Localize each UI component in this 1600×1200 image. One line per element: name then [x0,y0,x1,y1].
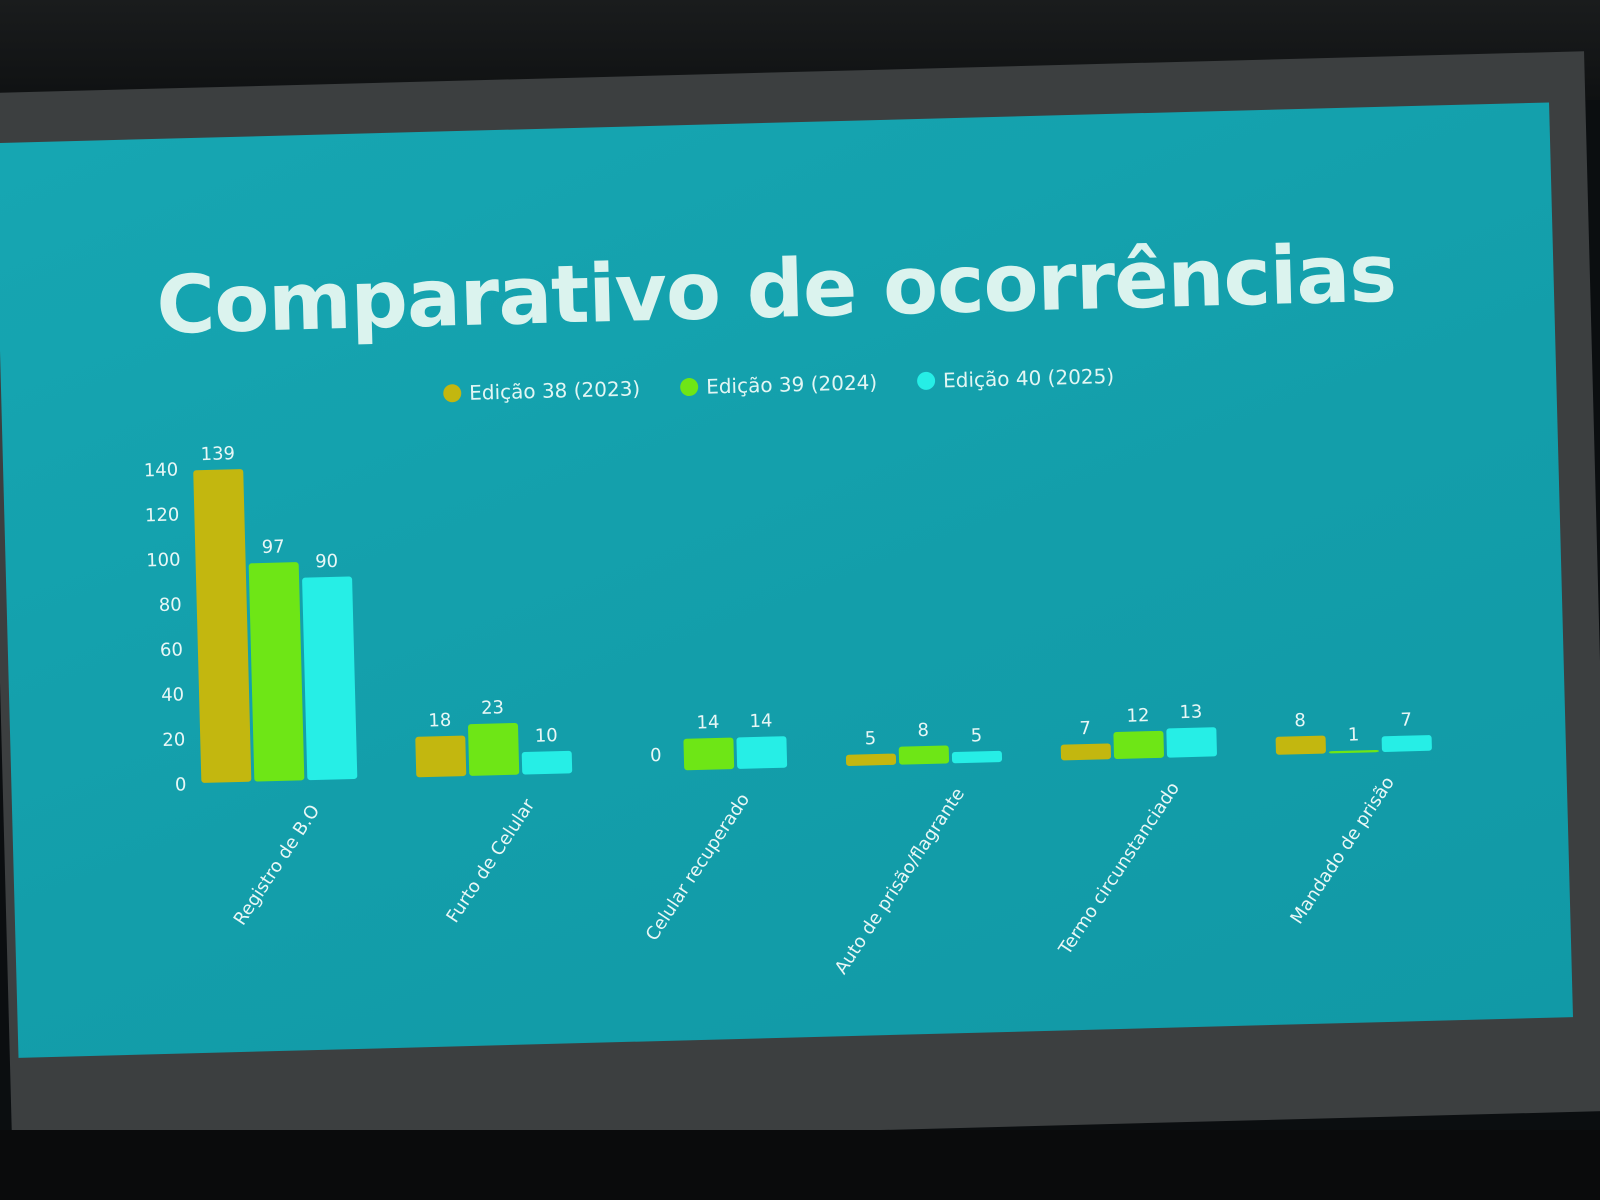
legend-label-2025: Edição 40 (2025) [942,363,1115,393]
bar-auto-de-prisao-flagrante-edicao-40-2025 [951,750,1003,764]
data-label: 13 [1179,701,1202,723]
data-label: 7 [1400,709,1412,730]
chart-legend: Edição 38 (2023) Edição 39 (2024) Edição… [1,352,1556,417]
bar-registro-de-b-o-edicao-38-2023 [193,469,252,783]
data-label: 23 [481,697,504,719]
x-category-label: Mandado de prisão [1286,773,1398,928]
y-tick-label: 40 [161,684,184,706]
bar-furto-de-celular-edicao-39-2024 [468,722,520,776]
bar-registro-de-b-o-edicao-39-2024 [248,562,305,782]
data-label: 14 [749,710,772,732]
x-category-label: Furto de Celular [442,795,539,927]
data-label: 18 [428,710,451,732]
monitor-base [0,1130,1600,1200]
bar-termo-circunstanciado-edicao-39-2024 [1113,730,1164,759]
x-category-label: Registro de B.O [230,801,325,929]
legend-label-2023: Edição 38 (2023) [468,376,641,405]
bar-celular-recuperado-edicao-40-2025 [736,736,788,769]
data-label: 90 [315,551,338,573]
slide-title: Comparativo de ocorrências [155,226,1397,352]
bar-celular-recuperado-edicao-38-2023 [631,770,681,771]
bar-furto-de-celular-edicao-40-2025 [521,750,573,775]
data-label: 7 [1079,718,1091,739]
legend-item-2023: Edição 38 (2023) [442,376,641,405]
data-label: 5 [970,725,982,746]
bar-mandado-de-prisao-edicao-38-2023 [1275,735,1326,755]
data-label: 139 [200,443,235,465]
data-label: 10 [535,725,558,747]
bar-termo-circunstanciado-edicao-38-2023 [1060,743,1111,761]
bar-registro-de-b-o-edicao-40-2025 [302,576,358,781]
x-category-label: Celular recuperado [642,790,754,945]
bar-mandado-de-prisao-edicao-40-2025 [1381,735,1432,752]
data-label: 8 [917,720,929,741]
y-tick-label: 60 [160,639,183,661]
data-label: 0 [650,745,662,766]
data-label: 5 [864,728,876,749]
legend-item-2025: Edição 40 (2025) [916,363,1115,393]
bar-termo-circunstanciado-edicao-40-2025 [1166,727,1217,758]
data-label: 14 [696,712,719,734]
legend-swatch-2024 [679,377,699,397]
legend-swatch-2025 [916,371,936,391]
x-category-label: Termo circunstanciado [1054,779,1184,960]
bar-auto-de-prisao-flagrante-edicao-38-2023 [845,753,897,766]
bar-mandado-de-prisao-edicao-39-2024 [1328,749,1379,754]
y-tick-label: 140 [144,459,179,481]
legend-swatch-2023 [442,384,462,403]
y-tick-label: 0 [175,774,187,795]
bar-auto-de-prisao-flagrante-edicao-39-2024 [898,745,950,765]
y-tick-label: 20 [162,729,185,751]
y-tick-label: 120 [145,504,180,526]
legend-item-2024: Edição 39 (2024) [679,370,878,399]
y-tick-label: 100 [146,549,181,571]
legend-label-2024: Edição 39 (2024) [705,370,878,399]
bar-furto-de-celular-edicao-38-2023 [415,735,467,778]
bar-celular-recuperado-edicao-39-2024 [683,737,735,771]
data-label: 8 [1294,710,1306,731]
data-label: 1 [1348,724,1360,745]
data-label: 12 [1126,705,1149,727]
slide: Comparativo de ocorrências Edição 38 (20… [0,102,1573,1058]
x-category-label: Auto de prisão/flagrante [831,784,969,978]
data-label: 97 [262,536,285,558]
y-tick-label: 80 [159,594,182,616]
